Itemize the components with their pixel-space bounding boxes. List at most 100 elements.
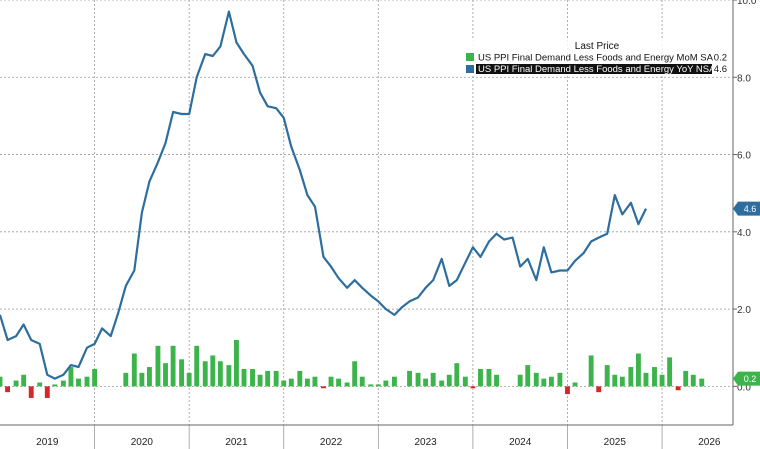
mom-bar-series — [0, 340, 705, 398]
mom-bar — [635, 353, 641, 387]
legend-title: Last Price — [575, 41, 620, 52]
mom-bar — [139, 372, 145, 387]
last-value-text-yoy: 4.6 — [744, 204, 757, 214]
mom-bar — [170, 345, 176, 387]
mom-bar — [430, 372, 436, 387]
mom-bar — [470, 386, 476, 389]
mom-bar — [454, 363, 460, 387]
mom-bar — [439, 380, 445, 387]
mom-bar — [612, 374, 618, 387]
mom-bar — [478, 368, 483, 387]
mom-bar — [359, 376, 365, 387]
y-tick-label: 2.0 — [737, 305, 751, 316]
last-value-tag-mom — [733, 371, 760, 386]
y-tick-label: 10.0 — [737, 0, 757, 7]
mom-bar — [383, 380, 389, 387]
mom-bar — [415, 372, 421, 387]
mom-bar — [572, 382, 578, 387]
mom-bar — [155, 345, 161, 387]
mom-bar — [202, 361, 208, 387]
mom-bar — [304, 378, 310, 387]
mom-bar — [5, 386, 11, 393]
mom-bar — [37, 382, 43, 387]
gridlines — [0, 0, 733, 425]
mom-bar — [525, 365, 531, 387]
mom-bar — [675, 386, 681, 391]
x-tick-label: 2023 — [414, 437, 437, 448]
mom-bar — [652, 367, 657, 387]
mom-bar — [588, 355, 594, 387]
mom-bar — [28, 386, 34, 398]
mom-bar — [533, 372, 539, 387]
mom-bar — [281, 380, 287, 387]
mom-bar — [250, 368, 255, 387]
mom-bar — [446, 374, 452, 387]
mom-bar — [604, 365, 610, 387]
legend: Last Price US PPI Final Demand Less Food… — [460, 38, 730, 75]
x-tick-label: 2019 — [36, 437, 59, 448]
x-tick-label: 2021 — [225, 437, 248, 448]
mom-bar — [690, 374, 696, 387]
mom-bar — [596, 386, 602, 393]
mom-bar — [163, 363, 168, 387]
mom-bar — [297, 370, 303, 387]
legend-value-yoy: 4.6 — [714, 64, 727, 75]
mom-bar — [486, 368, 492, 387]
mom-bar — [344, 382, 350, 387]
mom-bar — [146, 367, 152, 387]
mom-bar — [352, 361, 358, 387]
mom-bar — [699, 378, 705, 387]
x-tick-label: 2020 — [131, 437, 154, 448]
last-value-tag-yoy — [733, 201, 760, 216]
y-axis: 0.0 2.0 4.0 6.0 8.0 10.0 — [732, 0, 757, 425]
mom-bar — [643, 372, 649, 387]
mom-bar — [257, 374, 263, 387]
mom-bar — [92, 368, 98, 387]
mom-bar — [234, 340, 239, 387]
yoy-line-series — [0, 10, 647, 380]
mom-bar — [368, 384, 374, 387]
mom-bar — [628, 367, 634, 387]
y-tick-label: 8.0 — [737, 73, 751, 84]
mom-bar — [186, 372, 192, 387]
mom-bar — [0, 376, 3, 387]
x-tick-label: 2022 — [320, 437, 343, 448]
mom-bar — [60, 380, 66, 387]
mom-bar — [131, 353, 137, 387]
legend-highlight-yoy — [476, 64, 712, 74]
legend-label-mom: US PPI Final Demand Less Foods and Energ… — [478, 53, 714, 64]
mom-bar — [76, 378, 81, 387]
mom-bar — [619, 376, 625, 387]
mom-bar — [407, 370, 412, 387]
mom-bar — [52, 384, 58, 387]
mom-bar — [667, 357, 673, 387]
mom-bar — [321, 386, 326, 389]
mom-bar — [557, 372, 563, 387]
mom-bar — [288, 378, 294, 387]
legend-label-yoy: US PPI Final Demand Less Foods and Energ… — [478, 64, 716, 75]
y-tick-label: 0.0 — [737, 382, 751, 393]
x-tick-label: 2026 — [698, 437, 721, 448]
mom-bar — [462, 376, 468, 387]
mom-bar — [273, 370, 279, 387]
y-tick-label: 4.0 — [737, 228, 751, 239]
legend-swatch-yoy — [466, 65, 474, 73]
mom-bar — [683, 370, 689, 387]
mom-bar — [68, 367, 74, 387]
legend-value-mom: 0.2 — [714, 53, 727, 64]
mom-bar — [328, 376, 334, 387]
mom-bar — [210, 355, 216, 387]
mom-bar — [84, 376, 90, 387]
mom-bar — [21, 374, 27, 387]
mom-bar — [494, 374, 499, 387]
mom-bar — [217, 361, 223, 387]
x-tick-label: 2024 — [509, 437, 532, 448]
legend-swatch-mom — [466, 53, 474, 61]
mom-bar — [548, 376, 554, 387]
mom-bar — [391, 376, 397, 387]
mom-bar — [226, 365, 232, 387]
mom-bar — [179, 359, 185, 387]
mom-bar — [423, 378, 429, 387]
last-value-text-mom: 0.2 — [744, 374, 757, 384]
